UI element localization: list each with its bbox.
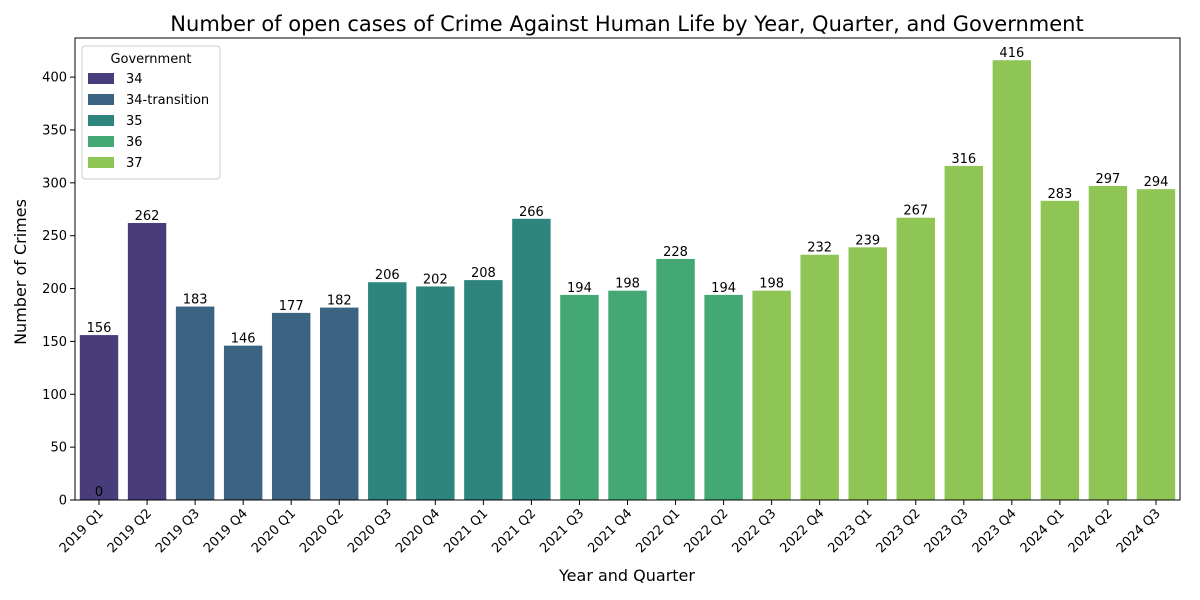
- bar-value-label: 198: [615, 277, 640, 292]
- bar: [175, 306, 215, 500]
- bar-value-label: 297: [1096, 172, 1121, 187]
- legend-swatch: [88, 73, 114, 84]
- legend-swatch: [88, 136, 114, 147]
- bar: [271, 312, 311, 500]
- bar: [752, 290, 791, 500]
- bar: [1040, 200, 1080, 501]
- bar-value-label: 416: [999, 46, 1024, 61]
- bar-value-label: 232: [807, 241, 832, 256]
- legend-entry-label: 35: [126, 114, 143, 129]
- y-axis-title: Number of Crimes: [11, 199, 30, 345]
- bar-value-label: 228: [663, 245, 688, 260]
- legend-box: [81, 45, 221, 180]
- y-tick-label: 50: [50, 441, 67, 456]
- bar: [1136, 189, 1176, 500]
- chart-title: Number of open cases of Crime Against Hu…: [170, 12, 1083, 36]
- y-tick-label: 400: [42, 71, 67, 86]
- bar: [800, 254, 839, 500]
- bar: [320, 307, 359, 500]
- bar-value-label: 239: [855, 233, 880, 248]
- y-tick-label: 300: [42, 176, 67, 191]
- legend: Government 34 34-transition 35 36 37: [81, 45, 221, 180]
- bar: [608, 290, 647, 500]
- bar-value-label: 202: [423, 272, 448, 287]
- bar-value-label: 0: [95, 485, 103, 500]
- bar: [416, 286, 455, 500]
- legend-entry-label: 34: [126, 72, 143, 87]
- plot-area: 156 262 183 146 177 182 206 202 208 266 194 198 228 1…: [42, 37, 1181, 556]
- legend-entry-label: 37: [126, 156, 143, 171]
- bar-value-label: 194: [711, 281, 736, 296]
- y-tick-label: 200: [42, 282, 67, 297]
- bar: [560, 294, 599, 500]
- legend-swatch: [88, 115, 114, 126]
- bar: [656, 258, 695, 500]
- y-tick-label: 350: [42, 123, 67, 138]
- bar-value-label: 267: [903, 204, 928, 219]
- bar-value-label: 194: [567, 281, 592, 296]
- bar-value-label: 177: [279, 299, 304, 314]
- bar: [368, 282, 407, 500]
- bar-value-label: 182: [327, 294, 352, 309]
- legend-swatch: [88, 157, 114, 168]
- bar: [992, 60, 1032, 500]
- bar: [464, 280, 503, 500]
- bar-value-label: 294: [1144, 175, 1169, 190]
- bar-value-label: 156: [87, 321, 112, 336]
- bar: [127, 223, 167, 500]
- bar-value-label: 146: [231, 332, 256, 347]
- y-tick-label: 100: [42, 388, 67, 403]
- bar-value-label: 208: [471, 266, 496, 281]
- bar-value-label: 206: [375, 268, 400, 283]
- y-tick-label: 150: [42, 335, 67, 350]
- bar-value-label: 198: [759, 277, 784, 292]
- bar-value-label: 183: [183, 293, 208, 308]
- y-tick-label: 0: [59, 494, 67, 509]
- bar: [223, 345, 263, 500]
- bar-value-label: 316: [951, 152, 976, 167]
- bar-value-label: 283: [1047, 187, 1072, 202]
- bar: [944, 165, 984, 501]
- legend-entry-label: 34-transition: [126, 93, 209, 108]
- bar-value-label: 266: [519, 205, 544, 220]
- bar: [848, 247, 887, 500]
- legend-title: Government: [110, 52, 191, 67]
- legend-entry-label: 36: [126, 135, 143, 150]
- bar-value-label: 262: [135, 209, 160, 224]
- bar: [512, 218, 551, 501]
- bar: [1088, 186, 1128, 500]
- bar: [896, 217, 935, 500]
- x-axis-title: Year and Quarter: [558, 566, 695, 585]
- y-tick-label: 250: [42, 229, 67, 244]
- legend-swatch: [88, 94, 114, 105]
- bar: [79, 335, 119, 500]
- bar: [704, 294, 743, 500]
